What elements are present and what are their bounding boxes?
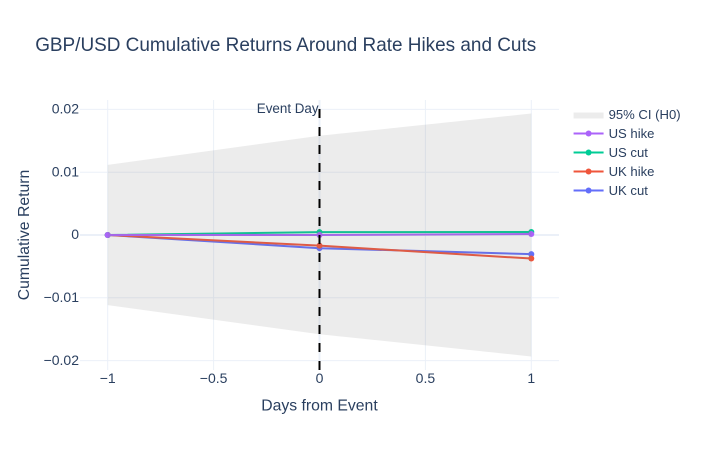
svg-text:−0.01: −0.01 <box>44 289 80 305</box>
svg-text:1: 1 <box>527 370 535 386</box>
svg-text:GBP/USD Cumulative Returns Aro: GBP/USD Cumulative Returns Around Rate H… <box>35 35 536 56</box>
svg-text:0.02: 0.02 <box>52 101 79 117</box>
svg-text:−0.5: −0.5 <box>200 370 228 386</box>
svg-text:0: 0 <box>316 370 324 386</box>
svg-text:Days from Event: Days from Event <box>261 397 378 414</box>
svg-text:95% CI (H0): 95% CI (H0) <box>609 107 681 122</box>
svg-text:Cumulative Return: Cumulative Return <box>16 170 33 300</box>
svg-text:US cut: US cut <box>609 145 649 160</box>
svg-text:UK hike: UK hike <box>609 164 655 179</box>
svg-text:−0.02: −0.02 <box>44 352 80 368</box>
svg-text:−1: −1 <box>100 370 116 386</box>
svg-text:Event Day: Event Day <box>257 101 319 116</box>
svg-text:0: 0 <box>71 226 79 242</box>
svg-text:US hike: US hike <box>609 126 655 141</box>
svg-text:UK cut: UK cut <box>609 183 649 198</box>
svg-text:0.5: 0.5 <box>416 370 436 386</box>
svg-text:0.01: 0.01 <box>52 163 79 179</box>
